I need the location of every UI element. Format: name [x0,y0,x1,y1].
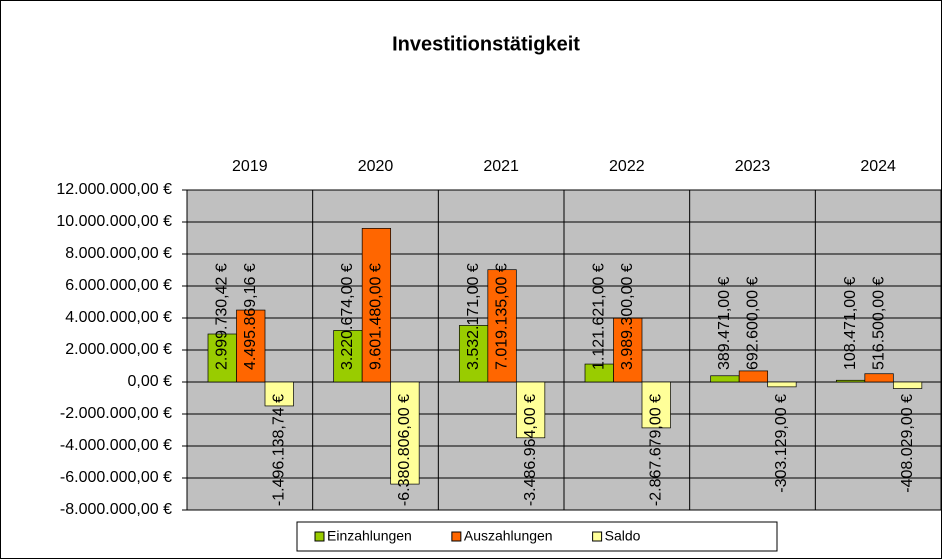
bar [892,381,923,389]
legend-label: Auszahlungen [464,528,553,544]
bar [390,381,420,485]
legend-label: Saldo [605,528,641,544]
x-tick-label: 2021 [483,158,519,175]
data-label: 3.220.674,00 € [339,263,356,370]
data-label: 4.495.869,16 € [242,263,259,370]
x-tick-label: 2023 [735,158,771,175]
x-tick-label: 2024 [860,158,896,175]
x-tick-label: 2022 [609,158,645,175]
data-label: -408.029,00 € [899,394,916,493]
data-label: -1.496.138,74 € [270,394,287,506]
x-tick-label: 2020 [358,158,394,175]
bar [710,375,740,383]
bar [236,309,266,383]
y-tick-label: 12.000.000,00 € [56,181,172,198]
data-label: 2.999.730,42 € [213,263,230,370]
x-tick-label: 2019 [232,158,268,175]
data-label: 7.019.135,00 € [493,263,510,370]
bar [641,381,671,429]
y-tick-label: -6.000.000,00 € [60,469,172,486]
chart-title: Investitionstätigkeit [392,33,580,55]
data-label: 9.601.480,00 € [368,263,385,370]
y-tick-label: -8.000.000,00 € [60,501,172,518]
bar [458,325,489,383]
bar [333,330,363,383]
y-tick-label: -4.000.000,00 € [60,437,172,454]
y-tick-label: -2.000.000,00 € [60,405,172,422]
legend-box [296,521,778,552]
bar [864,373,894,383]
y-tick-label: 2.000.000,00 € [65,341,172,358]
bar [264,381,294,407]
bar [738,370,769,383]
data-label: 1.121.621,00 € [590,263,607,370]
legend-swatch [592,531,603,542]
bar [767,381,797,388]
legend-swatch [451,531,462,542]
bar [207,333,237,383]
data-label: -6.380.806,00 € [396,394,413,506]
data-label: 389.471,00 € [716,276,733,370]
bar [835,379,866,383]
bar [515,381,546,439]
y-tick-label: 8.000.000,00 € [65,245,172,262]
bar [361,228,392,383]
data-label: 108.471,00 € [842,276,859,370]
bar [613,317,643,383]
y-tick-label: 0,00 € [128,373,173,390]
y-tick-label: 10.000.000,00 € [56,213,172,230]
legend-label: Einzahlungen [327,528,412,544]
data-label: 3.989.300,00 € [619,263,636,370]
data-label: -303.129,00 € [773,394,790,493]
bar [487,269,517,383]
y-tick-label: 6.000.000,00 € [65,277,172,294]
data-label: -3.486.964,00 € [522,394,539,506]
data-label: -2.867.679,00 € [647,394,664,506]
y-tick-label: 4.000.000,00 € [65,309,172,326]
data-label: 692.600,00 € [745,276,762,370]
data-label: 3.532.171,00 € [465,263,482,370]
data-label: 516.500,00 € [870,276,887,370]
legend-swatch [314,531,325,542]
